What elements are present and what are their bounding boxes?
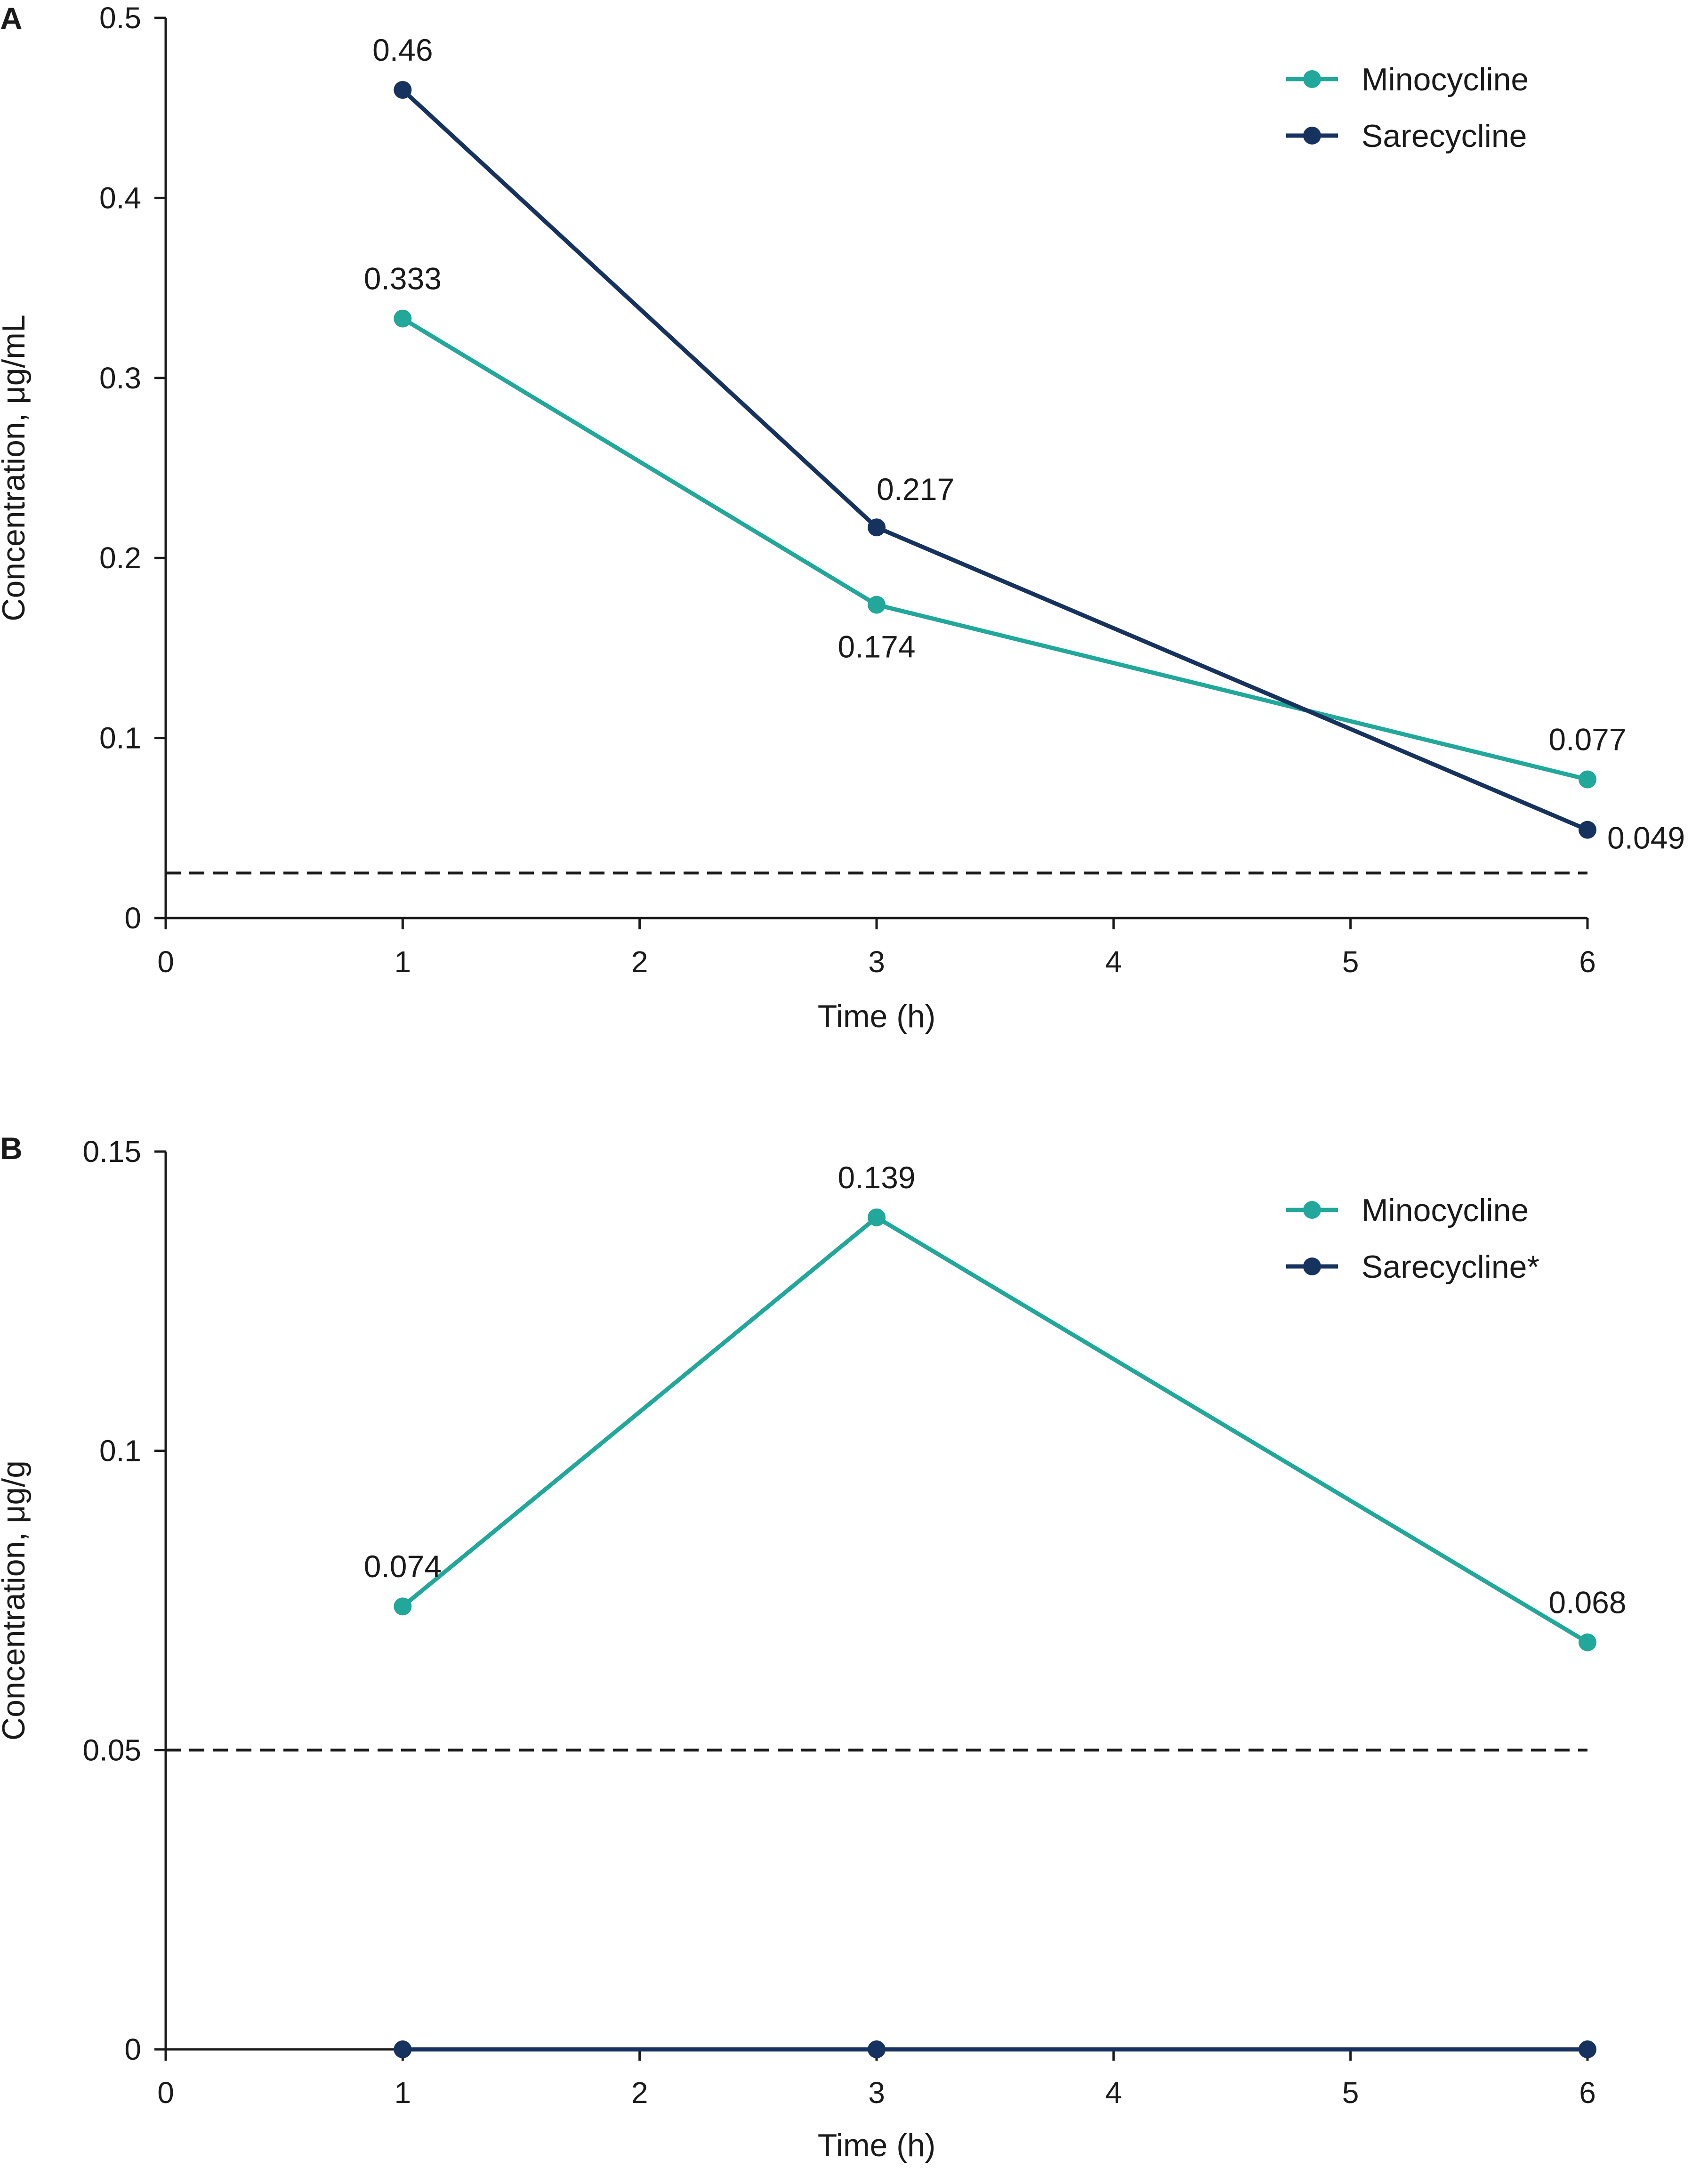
legend-label: Sarecycline — [1362, 118, 1527, 154]
data-point-sarecycline — [868, 518, 886, 537]
data-label: 0.333 — [364, 261, 442, 296]
x-tick-label: 5 — [1342, 2076, 1359, 2110]
y-tick-label: 0.15 — [82, 1135, 141, 1169]
data-label: 0.46 — [372, 32, 433, 67]
x-axis-title: Time (h) — [818, 999, 936, 1034]
x-tick-label: 6 — [1579, 945, 1596, 979]
x-tick-label: 2 — [631, 945, 648, 979]
series-line-sarecycline — [401, 88, 1588, 832]
x-tick-label: 5 — [1342, 945, 1359, 979]
panel-label: B — [0, 1131, 23, 1166]
y-tick-label: 0.3 — [99, 361, 141, 395]
x-tick-label: 1 — [395, 2076, 411, 2110]
data-point-sarecycline — [394, 2040, 412, 2058]
x-tick-label: 2 — [631, 2076, 648, 2110]
panel-label: A — [0, 1, 23, 36]
y-tick-label: 0.1 — [99, 721, 141, 755]
data-point-sarecycline — [394, 81, 412, 99]
y-tick-label: 0.4 — [99, 181, 141, 215]
y-tick-label: 0.1 — [99, 1434, 141, 1468]
legend-marker-swatch — [1303, 1201, 1321, 1219]
data-label: 0.174 — [838, 629, 915, 664]
data-label: 0.074 — [364, 1549, 442, 1584]
x-tick-label: 0 — [157, 2076, 174, 2110]
x-tick-label: 6 — [1579, 2076, 1596, 2110]
x-tick-label: 1 — [395, 945, 411, 979]
data-point-minocycline — [868, 1208, 886, 1226]
data-point-minocycline — [394, 1597, 412, 1616]
data-label: 0.217 — [877, 472, 954, 507]
data-label: 0.049 — [1607, 821, 1685, 855]
legend-label: Minocycline — [1362, 62, 1529, 97]
data-label: 0.068 — [1548, 1585, 1626, 1620]
data-point-minocycline — [868, 596, 886, 614]
x-tick-label: 4 — [1105, 2076, 1122, 2110]
line-chart-a: A 0 0.1 0.2 0.3 0.4 0.5 0 1 2 3 4 5 6 Time (h) Concentr… — [0, 1, 1685, 1034]
x-tick-label: 3 — [868, 2076, 885, 2110]
legend-label: Sarecycline* — [1362, 1249, 1539, 1285]
y-tick-label: 0.05 — [82, 1733, 141, 1767]
legend-label: Minocycline — [1362, 1193, 1529, 1228]
data-point-minocycline — [394, 309, 412, 328]
data-point-minocycline — [1579, 1633, 1596, 1652]
data-point-sarecycline — [1579, 2040, 1596, 2058]
data-label: 0.077 — [1548, 722, 1626, 757]
chart-panel-a: A 0 0.1 0.2 0.3 0.4 0.5 0 1 2 3 4 5 6 Time (h) Concentr… — [0, 0, 1708, 1083]
line-chart-b: B 0 0.05 0.1 0.15 0 1 2 3 4 5 6 Time (h) Concentratio… — [0, 1131, 1627, 2163]
y-tick-label: 0 — [124, 901, 141, 935]
data-label: 0.139 — [838, 1160, 915, 1195]
x-axis-title: Time (h) — [818, 2128, 936, 2163]
legend-marker-swatch — [1303, 1257, 1321, 1275]
data-point-minocycline — [1579, 770, 1596, 789]
legend-marker-swatch — [1303, 127, 1321, 145]
y-tick-label: 0.2 — [99, 541, 141, 575]
data-point-sarecycline — [868, 2040, 886, 2058]
legend-marker-swatch — [1303, 70, 1321, 88]
x-tick-label: 3 — [868, 945, 885, 979]
series-line-minocycline — [402, 316, 1588, 782]
x-tick-label: 0 — [157, 945, 174, 979]
y-axis-title: Concentration, μg/g — [0, 1460, 32, 1741]
y-tick-label: 0.5 — [99, 1, 141, 35]
y-tick-label: 0 — [124, 2032, 141, 2066]
x-tick-label: 4 — [1105, 945, 1122, 979]
data-point-sarecycline — [1579, 821, 1596, 839]
y-axis-title: Concentration, μg/mL — [0, 314, 32, 621]
chart-panel-b: B 0 0.05 0.1 0.15 0 1 2 3 4 5 6 Time (h) Concentratio… — [0, 1120, 1708, 2174]
